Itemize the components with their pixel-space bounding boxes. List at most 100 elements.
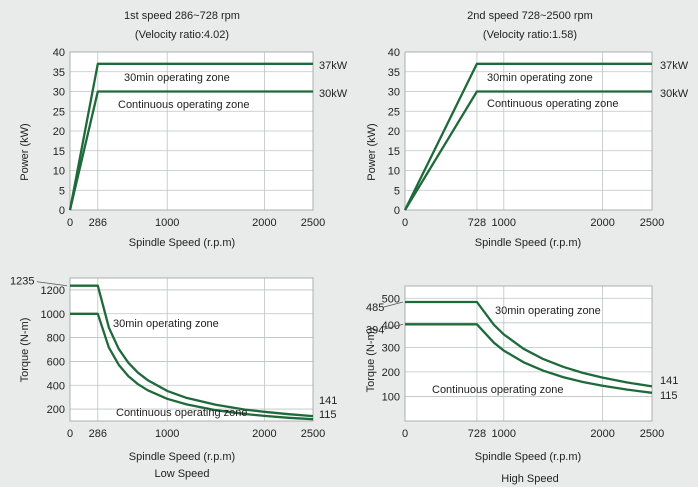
chart-subtitle: (Velocity ratio:4.02) <box>135 29 229 41</box>
y-extra-tick-label: 485 <box>366 302 384 314</box>
torque-chart-low-speed: 0 286 1000 2000 2500 200 400 600 800 1000 1200 1235… <box>10 276 337 480</box>
y-tick-label: 15 <box>388 146 400 158</box>
end-label-37kw: 37kW <box>660 60 689 72</box>
power-chart-1st-speed: 0 286 1000 2000 2500 0 5 10 15 20 25 30 35 40 1st spe… <box>19 10 348 249</box>
y-tick-label: 100 <box>382 391 400 403</box>
chart-subtitle: (Velocity ratio:1.58) <box>483 29 577 41</box>
chart-title: 2nd speed 728~2500 rpm <box>467 10 593 22</box>
y-tick-label: 1200 <box>41 285 65 297</box>
x-tick-label: 2500 <box>640 217 664 229</box>
x-tick-label: 1000 <box>155 428 179 440</box>
series-line-continuous <box>70 312 314 421</box>
series-line-continuous <box>405 323 653 394</box>
series-line-30min <box>70 284 314 418</box>
series-line-continuous <box>404 90 652 211</box>
y-tick-label: 0 <box>59 205 65 217</box>
x-tick-label: 0 <box>402 217 408 229</box>
y-axis-label: Torque (N-m) <box>19 318 31 383</box>
y-tick-label: 25 <box>53 106 65 118</box>
y-axis-label: Power (kW) <box>366 123 378 180</box>
x-tick-label: 1000 <box>492 428 516 440</box>
x-tick-label: 2500 <box>301 217 325 229</box>
x-tick-label: 728 <box>468 428 486 440</box>
x-tick-label: 286 <box>89 217 107 229</box>
y-tick-label: 30 <box>53 87 65 99</box>
y-extra-tick-label: 1235 <box>10 276 34 288</box>
x-tick-label: 1000 <box>155 217 179 229</box>
x-tick-label: 728 <box>468 217 486 229</box>
plot-frame <box>69 277 314 422</box>
plot-frame <box>69 51 314 211</box>
power-chart-2nd-speed: 0 728 1000 2000 2500 0 5 10 15 20 25 30 35 40 2nd spe… <box>366 10 689 249</box>
y-extra-tick-label: 394 <box>366 324 384 336</box>
series-label-30min: 30min operating zone <box>124 72 230 84</box>
y-tick-label: 200 <box>382 367 400 379</box>
y-tick-label: 20 <box>388 126 400 138</box>
series-label-continuous: Continuous operating zone <box>487 98 618 110</box>
y-tick-label: 15 <box>53 146 65 158</box>
series-line-30min <box>403 62 652 211</box>
end-label-30kw: 30kW <box>319 88 348 100</box>
y-tick-label: 5 <box>394 185 400 197</box>
y-tick-label: 10 <box>53 166 65 178</box>
series-label-continuous: Continuous operating zone <box>432 384 563 396</box>
x-tick-label: 2500 <box>301 428 325 440</box>
end-label-30kw: 30kW <box>660 88 689 100</box>
x-tick-label: 286 <box>89 428 107 440</box>
plot-frame <box>404 285 653 422</box>
y-tick-label: 40 <box>53 47 65 59</box>
end-label-37kw: 37kW <box>319 60 348 72</box>
plot-area <box>405 286 652 421</box>
x-tick-label: 2000 <box>590 217 614 229</box>
x-tick-label: 2000 <box>252 428 276 440</box>
y-tick-label: 600 <box>47 356 65 368</box>
y-tick-label: 5 <box>59 185 65 197</box>
series-label-continuous: Continuous operating zone <box>116 407 247 419</box>
y-tick-label: 40 <box>388 47 400 59</box>
y-tick-label: 300 <box>382 342 400 354</box>
y-axis-label: Power (kW) <box>19 123 31 180</box>
x-tick-label: 1000 <box>492 217 516 229</box>
chart-title: 1st speed 286~728 rpm <box>124 10 240 22</box>
y-tick-label: 0 <box>394 205 400 217</box>
x-tick-label: 2500 <box>640 428 664 440</box>
y-tick-label: 35 <box>53 67 65 79</box>
end-label-115: 115 <box>660 390 678 402</box>
y-axis-label: Torque (N-m) <box>365 328 377 393</box>
plot-frame <box>404 51 653 211</box>
end-label-115: 115 <box>319 409 337 421</box>
y-tick-label: 400 <box>47 380 65 392</box>
series-label-continuous: Continuous operating zone <box>118 99 249 111</box>
x-tick-label: 0 <box>67 217 73 229</box>
series-label-30min: 30min operating zone <box>113 318 219 330</box>
x-axis-label: Spindle Speed (r.p.m) <box>129 451 235 463</box>
y-tick-label: 25 <box>388 106 400 118</box>
y-tick-label: 500 <box>382 293 400 305</box>
y-extra-tick-leader <box>383 323 404 330</box>
series-line-30min <box>405 300 653 388</box>
x-tick-label: 2000 <box>590 428 614 440</box>
end-label-141: 141 <box>319 395 337 407</box>
y-extra-tick-leader <box>36 281 68 287</box>
y-tick-label: 200 <box>47 404 65 416</box>
y-tick-label: 30 <box>388 87 400 99</box>
end-label-141: 141 <box>660 375 678 387</box>
x-tick-label: 2000 <box>252 217 276 229</box>
y-tick-label: 10 <box>388 166 400 178</box>
y-tick-label: 800 <box>47 333 65 345</box>
chart-caption: Low Speed <box>154 468 209 480</box>
series-line-continuous <box>68 90 313 211</box>
y-tick-label: 35 <box>388 67 400 79</box>
x-tick-label: 0 <box>402 428 408 440</box>
x-axis-label: Spindle Speed (r.p.m) <box>129 237 235 249</box>
y-extra-tick-leader <box>383 301 404 308</box>
x-tick-label: 0 <box>67 428 73 440</box>
chart-caption: High Speed <box>501 473 559 485</box>
x-axis-label: Spindle Speed (r.p.m) <box>475 451 581 463</box>
series-label-30min: 30min operating zone <box>487 72 593 84</box>
y-tick-label: 20 <box>53 126 65 138</box>
x-axis-label: Spindle Speed (r.p.m) <box>475 237 581 249</box>
y-tick-label: 1000 <box>41 309 65 321</box>
